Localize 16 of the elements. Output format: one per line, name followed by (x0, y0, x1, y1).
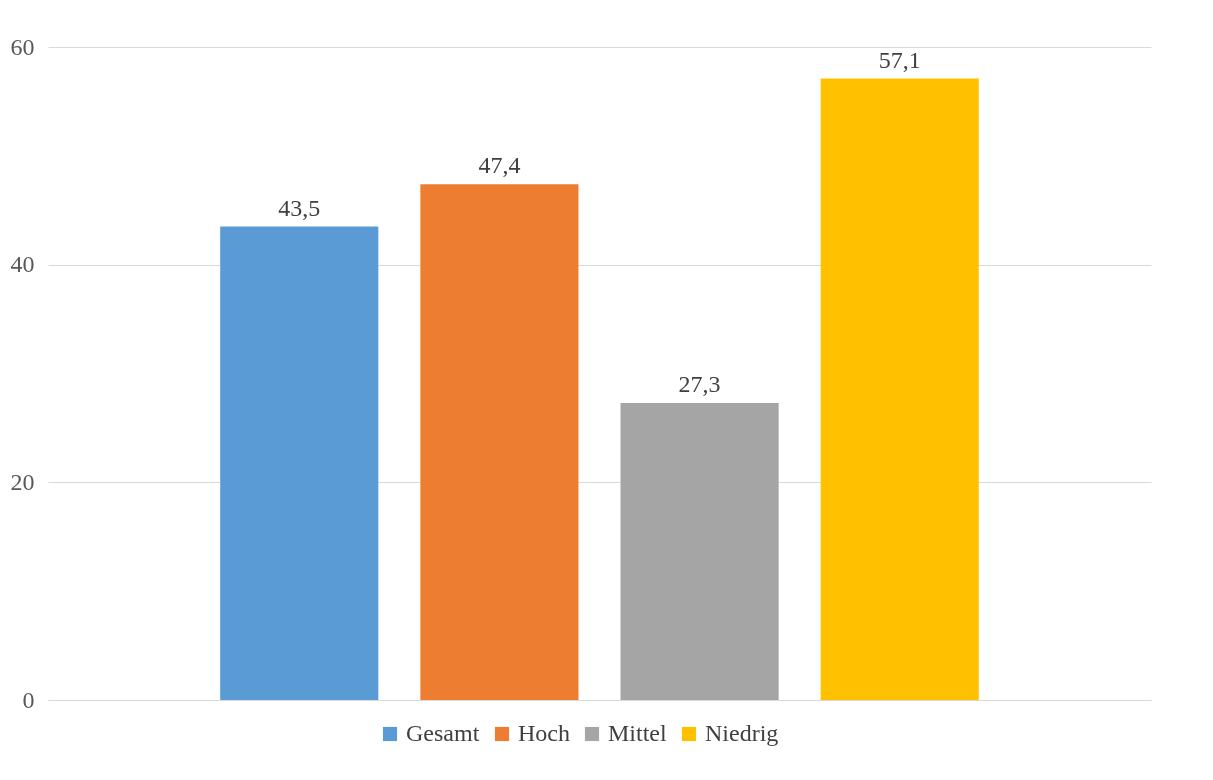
data-label: 43,5 (278, 194, 321, 221)
legend-label: Mittel (608, 720, 667, 746)
legend-label: Niedrig (705, 720, 779, 746)
data-label: 27,3 (678, 370, 721, 397)
y-tick-label: 40 (10, 251, 35, 278)
y-tick-label: 20 (10, 468, 35, 495)
y-tick-label: 60 (10, 33, 35, 60)
data-label: 57,1 (878, 46, 921, 73)
bar (220, 226, 379, 700)
y-tick-label: 0 (22, 686, 35, 713)
data-label: 47,4 (478, 152, 521, 179)
bar (620, 402, 779, 700)
legend-label: Hoch (518, 720, 570, 746)
bar (420, 184, 579, 700)
bar (820, 78, 979, 700)
legend-label: Gesamt (406, 720, 480, 746)
